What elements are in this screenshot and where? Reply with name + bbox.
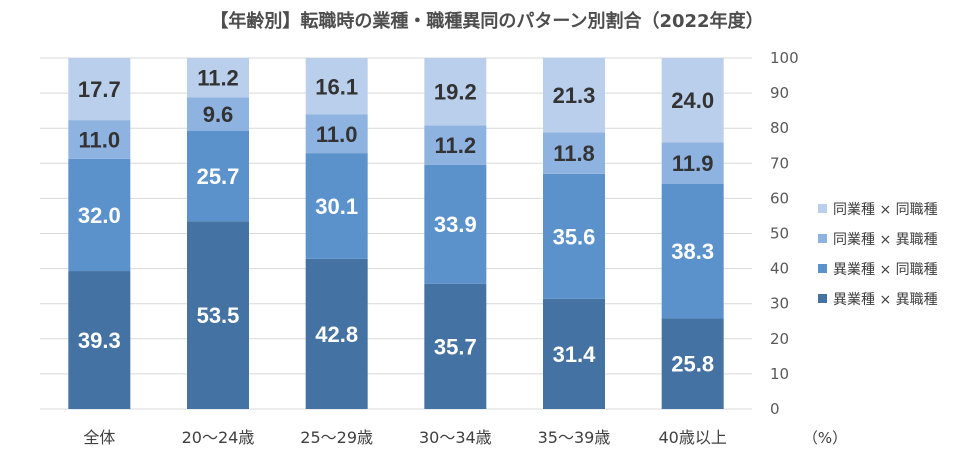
bar-segment bbox=[305, 153, 368, 259]
legend-item: 異業種 × 同職種 bbox=[818, 262, 938, 278]
bar-segment bbox=[187, 58, 249, 98]
y-axis: 0 10 20 30 40 50 60 70 80 90 100 bbox=[770, 49, 799, 418]
data-label: 33.9 bbox=[434, 212, 477, 237]
legend-swatch bbox=[818, 204, 827, 213]
data-label: 25.7 bbox=[197, 164, 240, 189]
data-label: 25.8 bbox=[671, 352, 714, 377]
gridlines bbox=[40, 57, 752, 410]
y-tick-label: 90 bbox=[770, 84, 789, 102]
category-label: 30～34歳 bbox=[419, 428, 492, 447]
data-label: 9.6 bbox=[203, 102, 234, 127]
data-labels: 39.3 32.0 11.0 17.7 53.5 25.7 9.6 11.2 42.8 30.1 1… bbox=[78, 66, 714, 377]
category-label: 35～39歳 bbox=[538, 428, 611, 447]
category-label: 40歳以上 bbox=[658, 428, 726, 447]
bar-segment bbox=[305, 58, 368, 115]
bar-segment bbox=[187, 221, 249, 409]
y-tick-label: 40 bbox=[770, 260, 789, 278]
data-label: 38.3 bbox=[671, 239, 714, 264]
bar-segment bbox=[661, 58, 724, 143]
bar-segment bbox=[424, 283, 487, 409]
legend-swatch bbox=[818, 264, 827, 273]
bar-segment bbox=[661, 142, 724, 185]
data-label: 19.2 bbox=[434, 80, 477, 105]
bar-segment bbox=[543, 132, 605, 174]
data-label: 11.0 bbox=[79, 127, 121, 152]
legend-label: 同業種 × 異職種 bbox=[833, 232, 938, 248]
y-tick-label: 30 bbox=[770, 295, 789, 313]
unit-label: （%） bbox=[803, 429, 847, 447]
data-label: 21.3 bbox=[553, 83, 596, 108]
bar-segment bbox=[68, 120, 131, 159]
bar-segment bbox=[424, 164, 487, 284]
legend-label: 異業種 × 異職種 bbox=[833, 292, 938, 308]
y-tick-label: 70 bbox=[770, 154, 789, 172]
bar-segment bbox=[661, 318, 724, 409]
legend-label: 異業種 × 同職種 bbox=[833, 262, 938, 278]
category-label: 25～29歳 bbox=[300, 428, 373, 447]
y-tick-label: 100 bbox=[770, 49, 799, 67]
legend-item: 異業種 × 異職種 bbox=[818, 292, 938, 308]
bar-segment bbox=[68, 58, 131, 121]
data-label: 11.8 bbox=[553, 141, 595, 166]
bar-segment bbox=[661, 184, 724, 319]
legend-swatch bbox=[818, 234, 827, 243]
x-axis: 全体 20～24歳 25～29歳 30～34歳 35～39歳 40歳以上 bbox=[83, 428, 727, 447]
category-label: 20～24歳 bbox=[182, 428, 255, 447]
data-label: 17.7 bbox=[78, 77, 121, 102]
bar-segment bbox=[543, 298, 605, 409]
data-label: 53.5 bbox=[197, 303, 240, 328]
bar-segment bbox=[187, 131, 249, 222]
bar-segment bbox=[305, 258, 368, 409]
y-tick-label: 20 bbox=[770, 330, 789, 348]
y-tick-label: 80 bbox=[770, 119, 789, 137]
data-label: 11.0 bbox=[316, 122, 358, 147]
data-label: 11.9 bbox=[672, 151, 714, 176]
category-label: 全体 bbox=[83, 428, 115, 447]
data-label: 35.7 bbox=[434, 334, 477, 359]
y-tick-label: 10 bbox=[770, 365, 789, 383]
bar-segment bbox=[68, 158, 131, 272]
data-label: 35.6 bbox=[553, 224, 596, 249]
legend-swatch bbox=[818, 294, 827, 303]
bar-segment bbox=[68, 271, 131, 409]
data-label: 24.0 bbox=[671, 88, 714, 113]
data-label: 32.0 bbox=[78, 203, 121, 228]
data-label: 11.2 bbox=[435, 133, 477, 158]
data-label: 11.2 bbox=[197, 66, 239, 91]
bars bbox=[68, 57, 724, 409]
legend-item: 同業種 × 同職種 bbox=[818, 202, 938, 218]
legend-item: 同業種 × 異職種 bbox=[818, 232, 938, 248]
bar-segment bbox=[543, 173, 605, 299]
legend-label: 同業種 × 同職種 bbox=[833, 202, 938, 218]
data-label: 16.1 bbox=[315, 74, 358, 99]
y-tick-label: 0 bbox=[770, 400, 780, 418]
data-label: 39.3 bbox=[78, 328, 121, 353]
y-tick-label: 60 bbox=[770, 189, 789, 207]
bar-segment bbox=[424, 58, 487, 126]
bar-segment bbox=[187, 97, 249, 132]
bar-segment bbox=[424, 125, 487, 165]
bar-segment bbox=[543, 57, 605, 133]
y-tick-label: 50 bbox=[770, 225, 789, 243]
bar-segment bbox=[305, 114, 368, 154]
chart-title: 【年齢別】転職時の業種・職種異同のパターン別割合（2022年度） bbox=[210, 10, 763, 32]
data-label: 30.1 bbox=[315, 194, 358, 219]
data-label: 31.4 bbox=[553, 342, 597, 367]
data-label: 42.8 bbox=[315, 322, 358, 347]
